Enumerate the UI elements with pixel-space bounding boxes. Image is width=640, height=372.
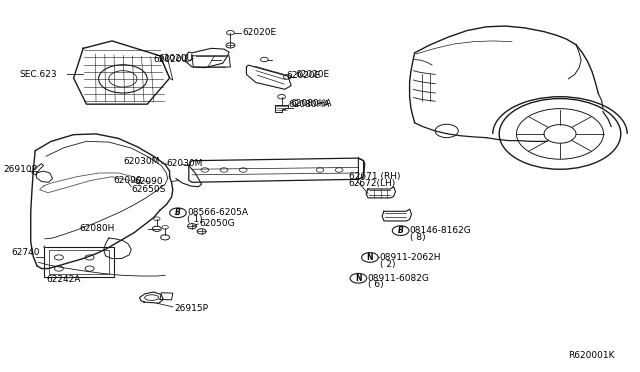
Text: 62080HA: 62080HA bbox=[290, 99, 332, 108]
Text: N: N bbox=[367, 253, 373, 262]
Text: 62740: 62740 bbox=[11, 248, 40, 257]
Text: 26915P: 26915P bbox=[174, 304, 208, 312]
Text: B: B bbox=[175, 208, 181, 217]
Text: ( 1): ( 1) bbox=[187, 215, 202, 224]
Text: ( 6): ( 6) bbox=[368, 280, 383, 289]
Text: SEC.623: SEC.623 bbox=[19, 70, 57, 79]
Text: 62671 (RH): 62671 (RH) bbox=[349, 172, 400, 181]
Text: 62020E: 62020E bbox=[242, 28, 276, 37]
Text: 26910P: 26910P bbox=[4, 165, 38, 174]
Text: 08911-2062H: 08911-2062H bbox=[379, 253, 440, 262]
Text: R620001K: R620001K bbox=[568, 351, 614, 360]
Text: 08146-8162G: 08146-8162G bbox=[410, 226, 471, 235]
Text: 62090: 62090 bbox=[113, 176, 142, 185]
Text: 62090: 62090 bbox=[134, 177, 163, 186]
Text: 62030M: 62030M bbox=[124, 157, 160, 166]
Text: B: B bbox=[397, 226, 404, 235]
Text: N: N bbox=[355, 274, 362, 283]
Text: 62020E: 62020E bbox=[287, 71, 321, 80]
Text: 62030M: 62030M bbox=[166, 159, 203, 168]
Text: 62672(LH): 62672(LH) bbox=[349, 179, 396, 187]
Text: 62080HA: 62080HA bbox=[288, 100, 330, 109]
Text: 62020U: 62020U bbox=[154, 55, 189, 64]
Text: 62020E: 62020E bbox=[296, 70, 330, 79]
Text: 08911-6082G: 08911-6082G bbox=[367, 274, 429, 283]
Text: 08566-6205A: 08566-6205A bbox=[187, 208, 248, 217]
Text: 62242A: 62242A bbox=[46, 275, 81, 284]
Text: ( 2): ( 2) bbox=[380, 260, 395, 269]
Text: ( 8): ( 8) bbox=[410, 233, 426, 242]
Text: 62020U: 62020U bbox=[158, 54, 193, 63]
Text: 62080H: 62080H bbox=[80, 224, 115, 233]
Text: 62050G: 62050G bbox=[200, 219, 236, 228]
Text: 62650S: 62650S bbox=[131, 185, 166, 194]
